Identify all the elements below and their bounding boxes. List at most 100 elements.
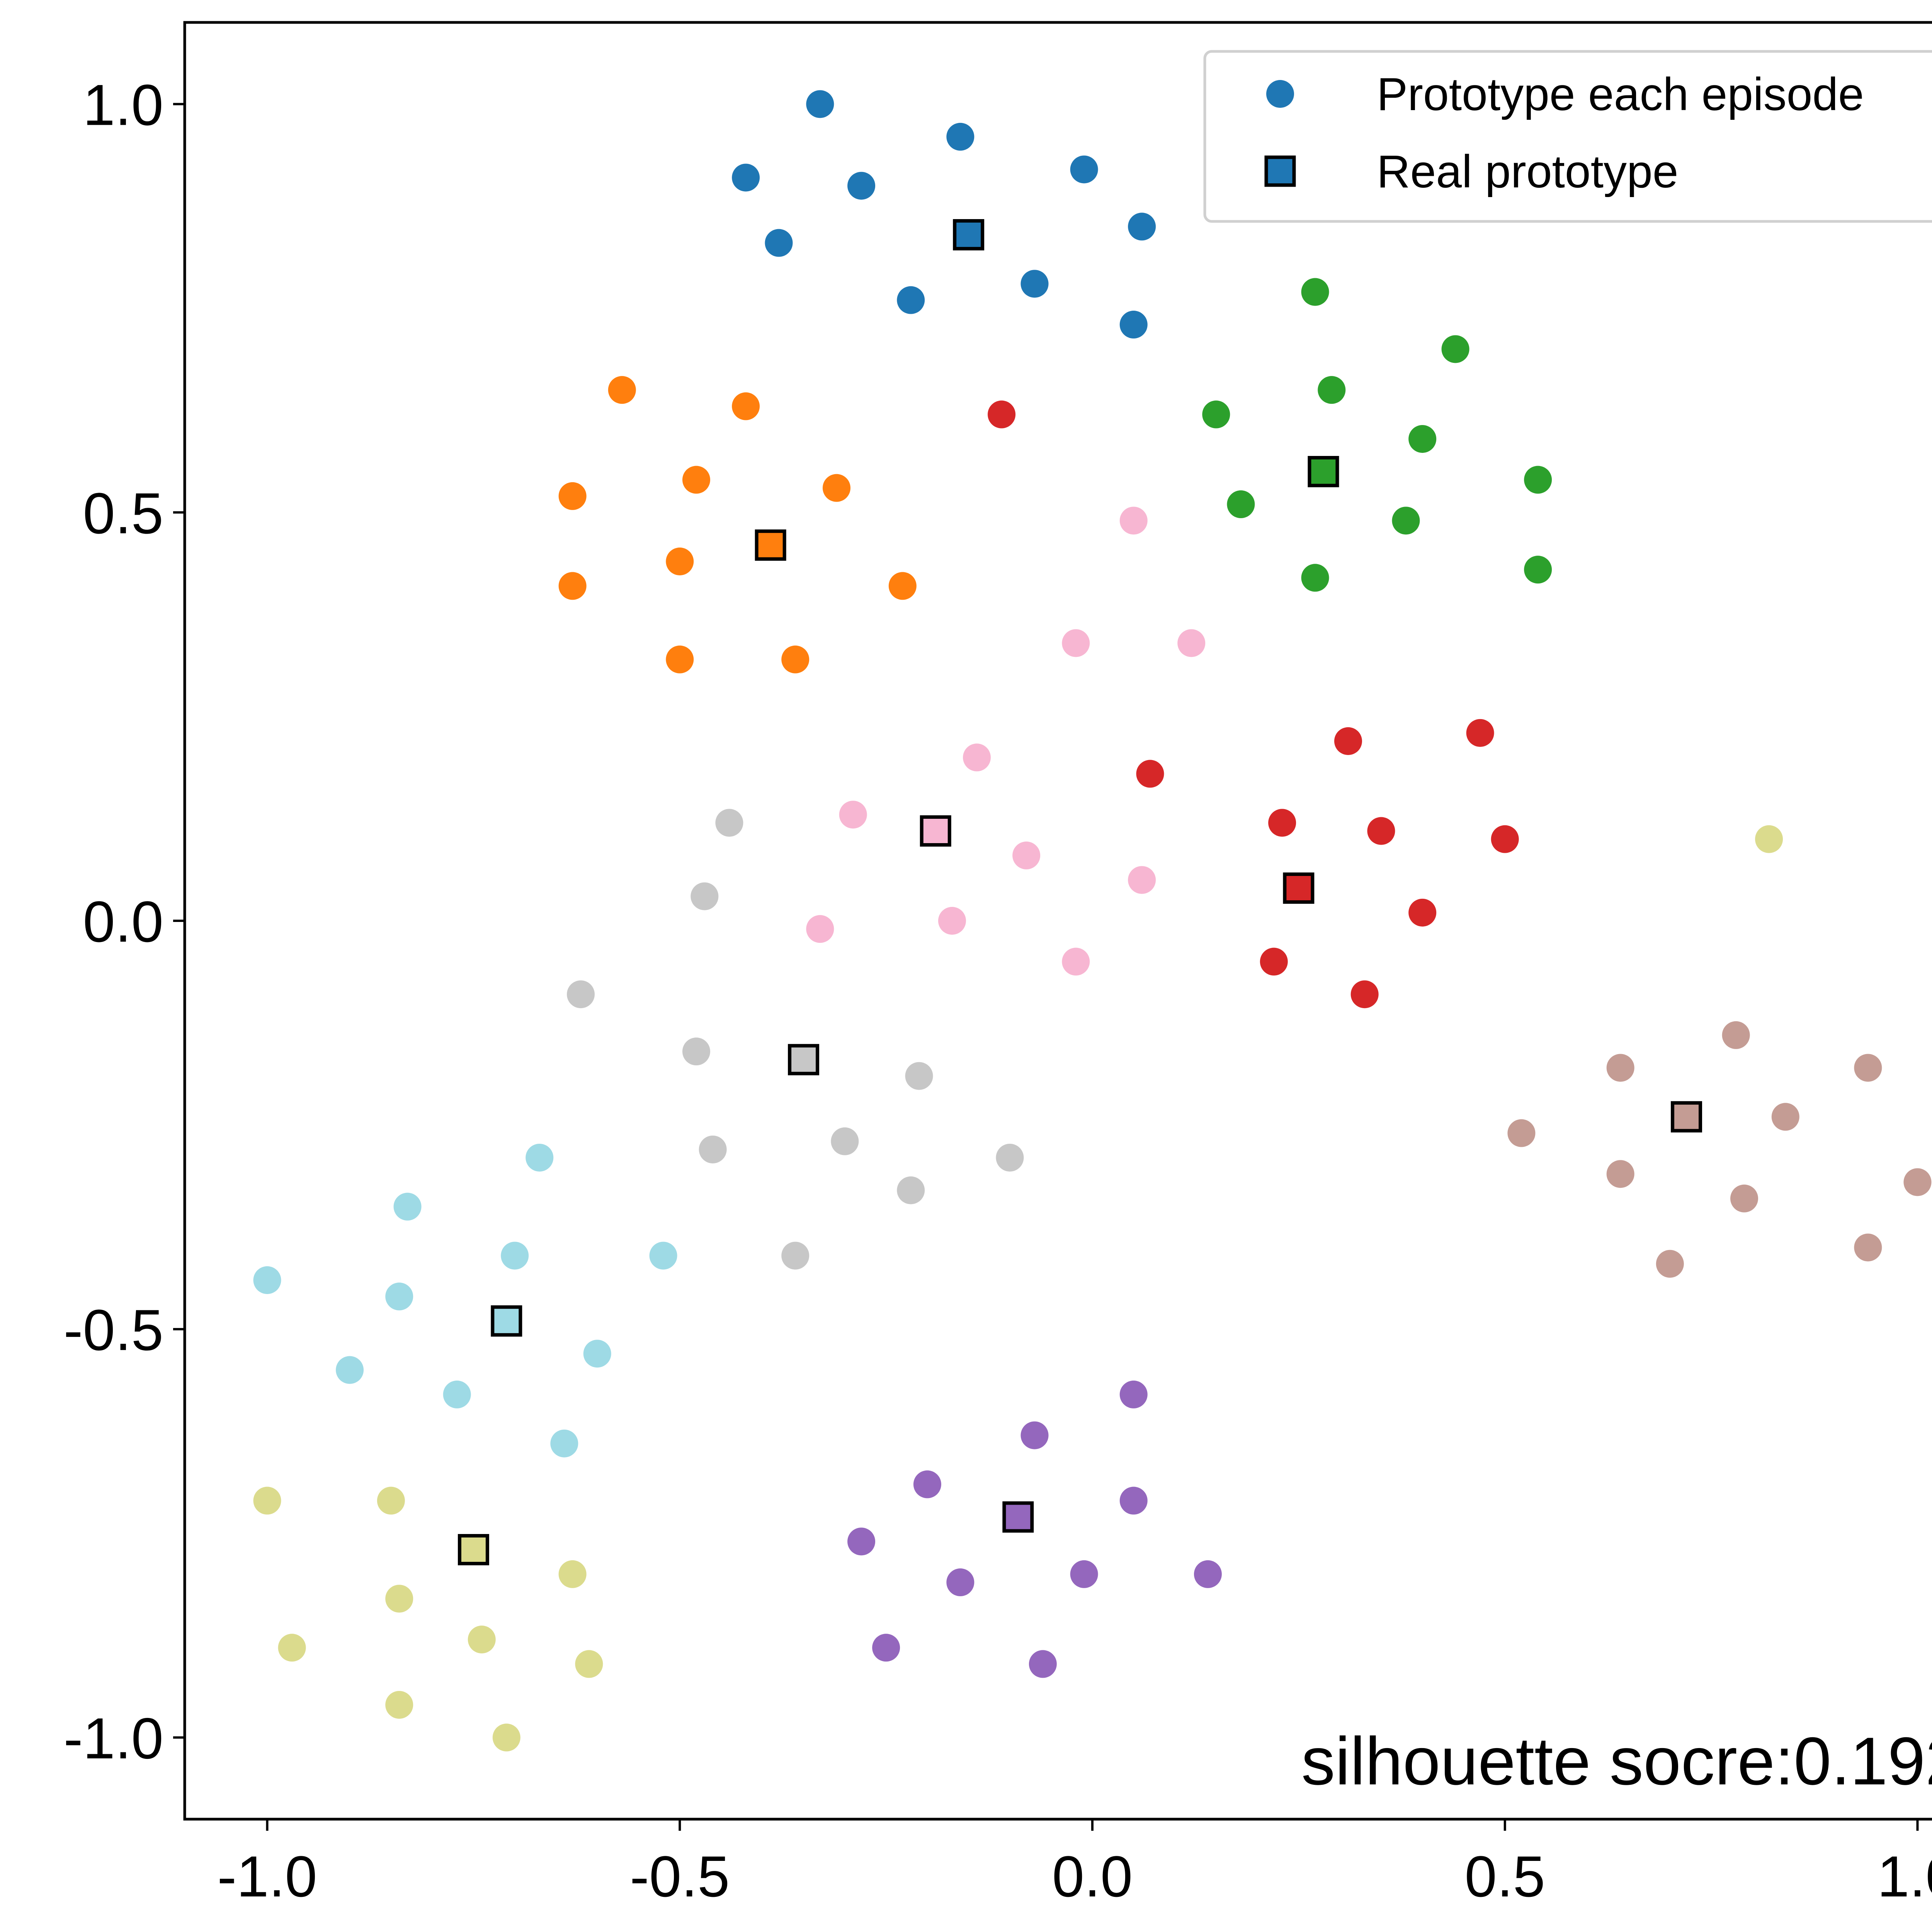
episode-point-class-2-0 <box>608 376 636 404</box>
episode-point-class-7-8 <box>443 1380 471 1408</box>
data-marks <box>253 90 1932 1752</box>
episode-point-class-1-7 <box>897 286 925 314</box>
episode-point-class-9-3 <box>1119 1486 1148 1515</box>
episode-point-class-6-5 <box>699 1135 727 1163</box>
episode-point-class-6-0 <box>715 809 743 837</box>
episode-point-class-8-8 <box>385 1691 413 1719</box>
episode-point-class-5-5 <box>1012 841 1041 869</box>
x-axis: -1.0 -0.5 0.0 0.5 1.0 <box>217 1819 1932 1909</box>
episode-point-class-3-5 <box>1524 466 1552 494</box>
episode-point-class-4-1 <box>1136 760 1164 788</box>
episode-point-class-10-4 <box>1507 1119 1536 1147</box>
real-prototype-class-6 <box>788 1044 820 1075</box>
episode-point-class-10-0 <box>1722 1021 1750 1049</box>
y-tick-label-0: -1.0 <box>64 1706 163 1771</box>
episode-point-class-4-2 <box>1334 727 1362 755</box>
episode-point-class-6-2 <box>567 980 595 1009</box>
episode-point-class-7-7 <box>336 1356 364 1384</box>
episode-point-class-4-9 <box>1350 980 1379 1009</box>
episode-point-class-3-4 <box>1408 425 1437 453</box>
episode-point-class-9-8 <box>872 1634 900 1662</box>
legend-marker-square <box>1264 155 1296 187</box>
episode-point-class-9-7 <box>1194 1560 1222 1588</box>
episode-point-class-7-5 <box>385 1282 413 1311</box>
episode-point-class-8-6 <box>468 1626 496 1653</box>
real-prototype-class-1 <box>953 219 985 251</box>
episode-point-class-10-7 <box>1903 1168 1932 1196</box>
episode-point-class-2-7 <box>888 572 917 600</box>
episode-point-class-1-9 <box>1119 311 1148 339</box>
episode-point-class-9-4 <box>847 1527 876 1556</box>
episode-point-class-2-4 <box>558 482 587 510</box>
episode-point-class-9-0 <box>1119 1380 1148 1408</box>
episode-point-class-10-2 <box>1854 1054 1882 1082</box>
episode-point-class-5-8 <box>938 907 966 935</box>
episode-point-class-5-3 <box>963 743 991 772</box>
episode-point-class-4-3 <box>1466 719 1494 747</box>
real-prototype-class-2 <box>755 529 786 561</box>
episode-point-class-6-1 <box>690 882 719 910</box>
episode-point-class-8-2 <box>377 1486 405 1515</box>
episode-point-class-5-2 <box>1177 629 1206 657</box>
episode-point-class-8-3 <box>558 1560 587 1588</box>
plot-background <box>185 22 1932 1819</box>
episode-point-class-1-1 <box>946 122 975 151</box>
episode-point-class-7-4 <box>253 1266 281 1294</box>
episode-point-class-1-8 <box>1020 270 1049 298</box>
episode-point-class-2-3 <box>823 474 851 502</box>
y-axis: -1.0 -0.5 0.0 0.5 1.0 <box>64 72 185 1771</box>
episode-point-class-1-0 <box>806 90 834 118</box>
episode-point-class-8-9 <box>492 1723 520 1752</box>
real-prototype-class-4 <box>1283 872 1315 904</box>
episode-point-class-4-4 <box>1268 809 1296 837</box>
episode-point-class-7-6 <box>583 1340 611 1368</box>
episode-point-class-2-6 <box>558 572 587 600</box>
y-tick-label-1: -0.5 <box>64 1298 163 1362</box>
episode-point-class-4-7 <box>1408 898 1437 927</box>
real-prototype-class-7 <box>491 1305 522 1337</box>
episode-point-class-5-6 <box>1128 866 1156 894</box>
episode-point-class-3-1 <box>1441 335 1469 363</box>
real-prototype-class-5 <box>920 815 951 847</box>
episode-point-class-10-9 <box>1854 1233 1882 1262</box>
episode-point-class-6-6 <box>831 1127 859 1155</box>
x-tick-label-1: -0.5 <box>630 1844 730 1909</box>
episode-point-class-9-2 <box>913 1470 941 1498</box>
episode-point-class-1-4 <box>1070 155 1098 184</box>
legend-box <box>1203 50 1932 223</box>
x-tick-label-0: -1.0 <box>217 1844 317 1909</box>
legend-label-1: Real prototype <box>1377 146 1678 197</box>
episode-point-class-4-5 <box>1367 817 1395 845</box>
episode-point-class-4-6 <box>1491 825 1519 853</box>
episode-point-class-4-0 <box>988 400 1016 429</box>
episode-point-class-7-0 <box>526 1143 554 1172</box>
episode-point-class-5-4 <box>839 801 867 829</box>
episode-point-class-5-1 <box>1062 629 1090 657</box>
episode-point-class-1-2 <box>732 163 760 192</box>
episode-point-class-3-6 <box>1227 490 1255 519</box>
legend-marker-circle <box>1266 80 1294 108</box>
real-prototype-class-3 <box>1308 456 1339 487</box>
episode-point-class-3-2 <box>1318 376 1346 404</box>
episode-point-class-2-5 <box>666 548 694 575</box>
episode-point-class-6-8 <box>897 1176 925 1204</box>
episode-point-class-9-5 <box>946 1568 975 1597</box>
episode-point-class-9-1 <box>1020 1421 1049 1449</box>
episode-point-class-5-9 <box>1062 947 1090 976</box>
episode-point-class-3-3 <box>1202 400 1230 429</box>
episode-point-class-8-1 <box>253 1486 281 1515</box>
episode-point-class-8-0 <box>1755 825 1783 853</box>
episode-point-class-1-5 <box>765 229 793 257</box>
real-prototype-class-9 <box>1002 1501 1034 1533</box>
episode-point-class-7-9 <box>550 1429 578 1458</box>
episode-point-class-6-7 <box>996 1143 1024 1172</box>
episode-point-class-2-9 <box>781 645 810 673</box>
episode-point-class-7-3 <box>649 1242 677 1270</box>
episode-point-class-6-9 <box>781 1242 810 1270</box>
episode-point-class-10-8 <box>1656 1250 1684 1278</box>
episode-point-class-9-9 <box>1029 1650 1057 1678</box>
episode-point-class-1-3 <box>847 172 876 200</box>
episode-point-class-3-0 <box>1301 278 1329 306</box>
episode-point-class-10-5 <box>1606 1160 1634 1188</box>
